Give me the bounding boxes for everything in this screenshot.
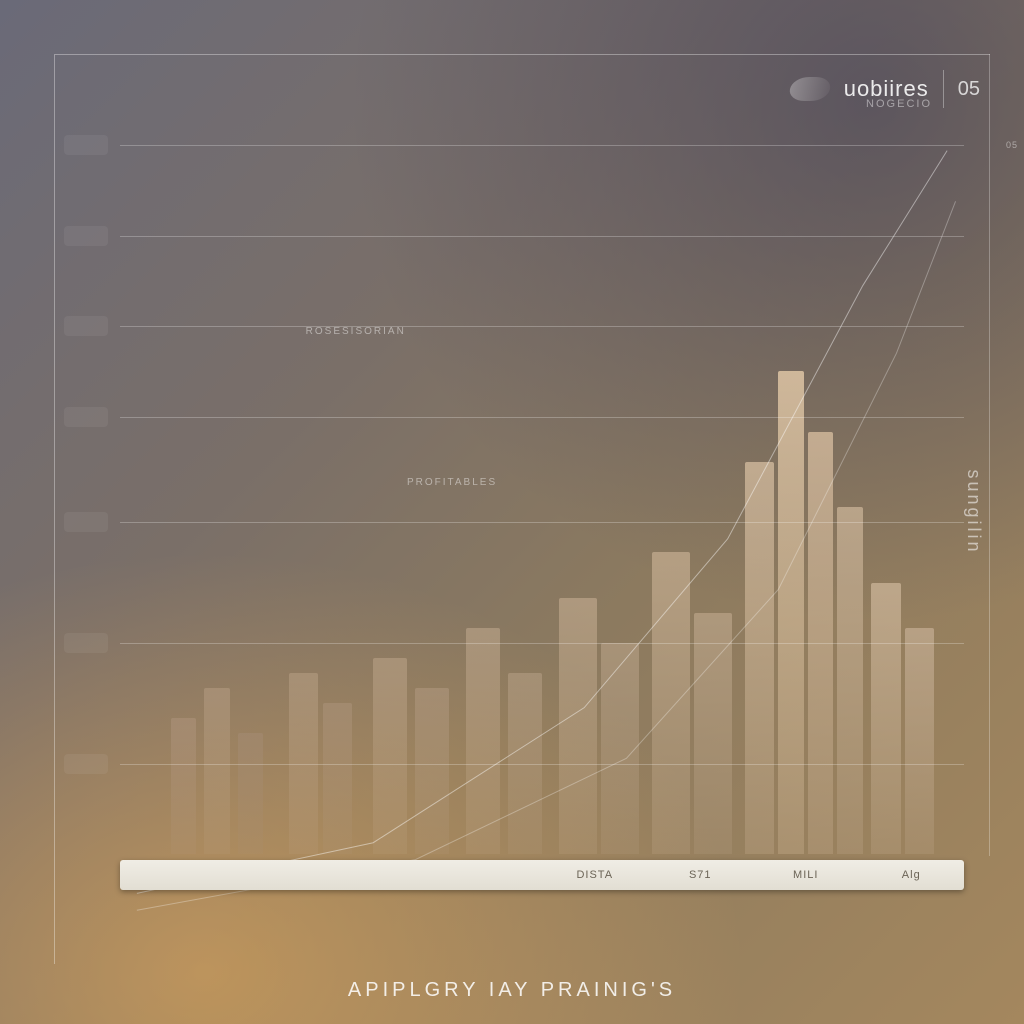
bar <box>905 628 935 854</box>
gridline <box>120 417 964 418</box>
bar <box>373 658 407 854</box>
bar-layer <box>120 100 964 854</box>
y-tick <box>64 407 108 427</box>
right-scale-label: 05 <box>1006 140 1018 150</box>
bar <box>204 688 229 854</box>
bar <box>871 583 901 854</box>
y-tick <box>64 135 108 155</box>
header-badge: 05 <box>958 78 980 101</box>
bar <box>778 371 803 854</box>
y-tick <box>64 226 108 246</box>
chart-canvas: uobiires 05 NOGECIO DISTAS71MILIAlg 05PR… <box>0 0 1024 1024</box>
y-tick <box>64 512 108 532</box>
x-tick-label: Alg <box>859 869 965 881</box>
x-tick-label: S71 <box>648 869 754 881</box>
bar <box>745 462 775 854</box>
gridline <box>120 145 964 146</box>
y-tick <box>64 754 108 774</box>
bar <box>837 507 862 854</box>
x-axis-title: APIPLGRY IAY PRAINIG'S <box>0 979 1024 1002</box>
annotation-label: ROSESISORIAN <box>306 326 406 337</box>
logo-icon <box>790 77 830 101</box>
bar <box>652 552 690 854</box>
right-frame-line <box>989 54 990 856</box>
y-tick <box>64 316 108 336</box>
x-axis-strip: DISTAS71MILIAlg <box>120 860 964 890</box>
bar <box>601 643 639 854</box>
gridline <box>120 236 964 237</box>
x-tick-label: MILI <box>753 869 859 881</box>
bar <box>466 628 500 854</box>
gridline <box>120 522 964 523</box>
bar <box>694 613 732 854</box>
annotation-label: PROFITABLES <box>407 477 497 488</box>
y-axis-right-title: sungilin <box>963 469 984 554</box>
y-tick <box>64 633 108 653</box>
gridline <box>120 643 964 644</box>
bar <box>171 718 196 854</box>
bar <box>559 598 597 854</box>
x-tick-label: DISTA <box>542 869 648 881</box>
gridline <box>120 326 964 327</box>
bar <box>415 688 449 854</box>
bar <box>323 703 353 854</box>
plot-area: DISTAS71MILIAlg 05PROFITABLESROSESISORIA… <box>120 100 964 854</box>
gridline <box>120 764 964 765</box>
bar <box>238 733 263 854</box>
